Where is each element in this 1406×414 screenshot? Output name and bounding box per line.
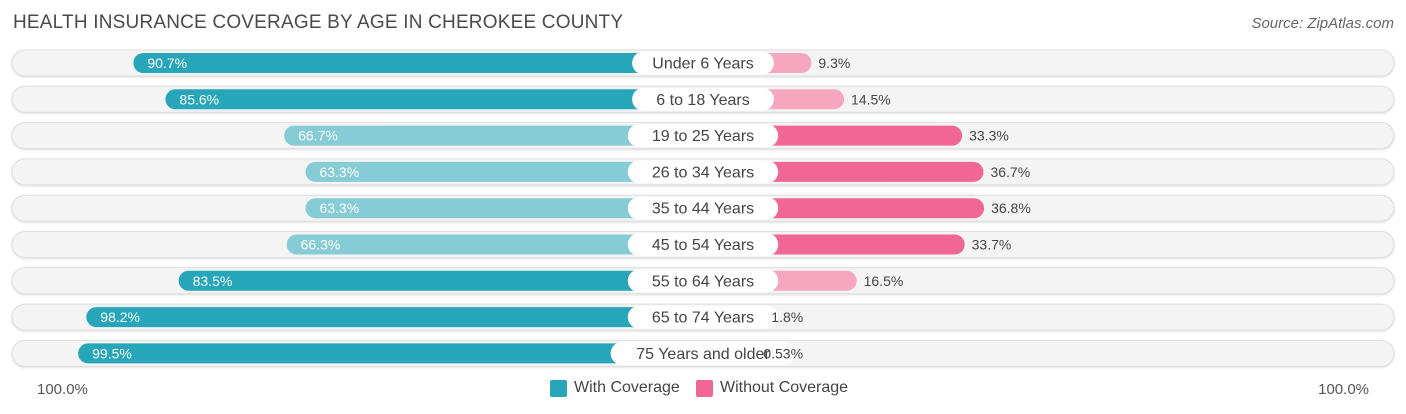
category-label: 26 to 34 Years bbox=[652, 164, 754, 181]
source-label: Source: ZipAtlas.com bbox=[1251, 15, 1394, 32]
legend-item-without-coverage[interactable]: Without Coverage bbox=[696, 379, 848, 397]
category-label: 35 to 44 Years bbox=[652, 201, 754, 218]
bar-with-coverage bbox=[86, 307, 703, 328]
legend-swatch-without-coverage bbox=[696, 379, 713, 397]
value-label-without-coverage: 9.3% bbox=[818, 55, 850, 71]
value-label-with-coverage: 83.5% bbox=[193, 273, 233, 289]
legend-label-with-coverage: With Coverage bbox=[574, 379, 680, 396]
axis-left-label: 100.0% bbox=[37, 381, 88, 398]
category-label: 19 to 25 Years bbox=[652, 128, 754, 145]
value-label-without-coverage: 33.3% bbox=[969, 128, 1009, 144]
value-label-with-coverage: 63.3% bbox=[319, 164, 359, 180]
chart-title: HEALTH INSURANCE COVERAGE BY AGE IN CHER… bbox=[13, 12, 624, 33]
category-label: Under 6 Years bbox=[652, 56, 753, 73]
value-label-with-coverage: 66.3% bbox=[301, 237, 341, 253]
legend-label-without-coverage: Without Coverage bbox=[720, 379, 849, 396]
value-label-with-coverage: 98.2% bbox=[100, 309, 140, 325]
category-label-bg bbox=[632, 87, 774, 111]
value-label-without-coverage: 1.8% bbox=[771, 309, 803, 325]
bar-with-coverage bbox=[305, 161, 703, 182]
category-label-bg bbox=[627, 269, 779, 293]
legend: With Coverage Without Coverage bbox=[0, 379, 1406, 401]
value-label-with-coverage: 90.7% bbox=[147, 55, 187, 71]
value-label-with-coverage: 63.3% bbox=[319, 200, 359, 216]
value-label-without-coverage: 33.7% bbox=[972, 237, 1012, 253]
category-label: 45 to 54 Years bbox=[652, 237, 754, 254]
category-label: 65 to 74 Years bbox=[652, 310, 754, 327]
bar-with-coverage bbox=[178, 270, 703, 291]
category-label-bg bbox=[632, 51, 774, 75]
category-label-bg bbox=[627, 233, 779, 256]
category-label: 6 to 18 Years bbox=[656, 92, 749, 109]
category-label-bg bbox=[627, 196, 779, 220]
value-label-without-coverage: 36.8% bbox=[991, 200, 1031, 216]
value-label-without-coverage: 36.7% bbox=[990, 164, 1030, 180]
bar-with-coverage bbox=[78, 343, 703, 364]
category-label-bg bbox=[610, 341, 796, 365]
category-label: 55 to 64 Years bbox=[652, 273, 754, 290]
axis-right-label: 100.0% bbox=[1318, 381, 1369, 398]
category-label-bg bbox=[627, 124, 779, 148]
category-label-bg bbox=[627, 305, 779, 329]
value-label-without-coverage: 0.53% bbox=[763, 345, 803, 361]
value-label-with-coverage: 85.6% bbox=[179, 91, 219, 107]
bar-with-coverage bbox=[305, 198, 703, 219]
value-label-without-coverage: 14.5% bbox=[851, 91, 891, 107]
bar-with-coverage bbox=[286, 234, 703, 255]
category-label: 75 Years and older bbox=[636, 346, 770, 363]
legend-item-with-coverage[interactable]: With Coverage bbox=[550, 379, 680, 397]
legend-swatch-with-coverage bbox=[550, 379, 567, 397]
value-label-without-coverage: 16.5% bbox=[864, 273, 904, 289]
bar-with-coverage bbox=[133, 53, 704, 73]
category-label-bg bbox=[627, 160, 779, 184]
bar-with-coverage bbox=[284, 125, 703, 146]
value-label-with-coverage: 66.7% bbox=[298, 128, 338, 144]
bar-with-coverage bbox=[165, 89, 703, 110]
value-label-with-coverage: 99.5% bbox=[92, 345, 132, 361]
